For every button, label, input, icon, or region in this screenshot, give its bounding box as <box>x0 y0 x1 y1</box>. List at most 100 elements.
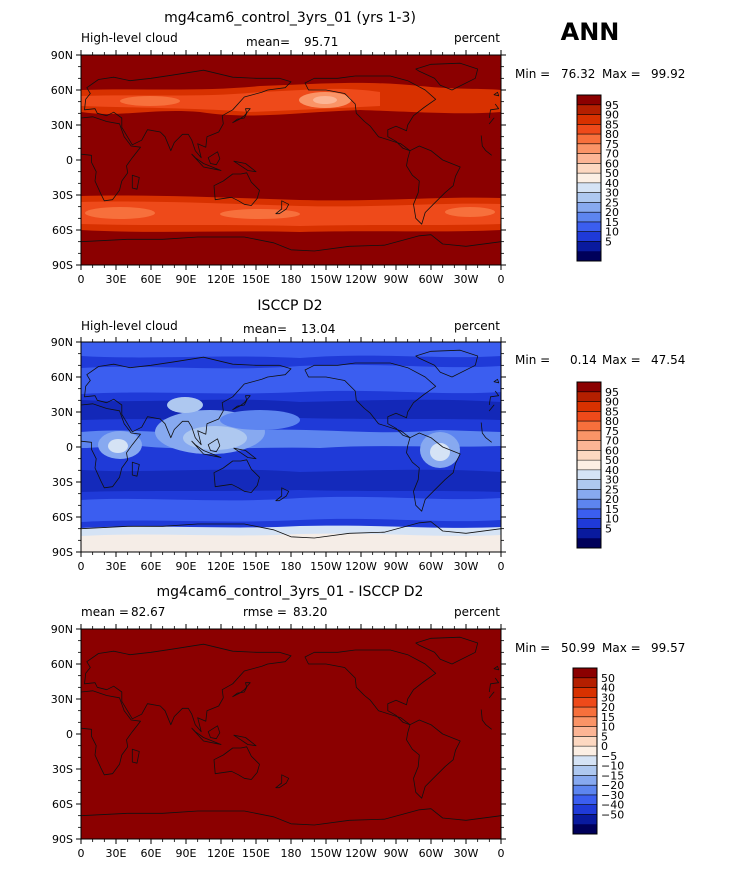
x-tick-label: 150E <box>242 847 270 860</box>
colorbar-label: 85 <box>605 405 619 418</box>
y-tick-label: 90S <box>52 546 73 559</box>
colorbar-swatch <box>573 716 597 727</box>
colorbar-label: 95 <box>605 386 619 399</box>
coastline-africa <box>80 116 495 202</box>
x-tick-label: 120E <box>207 273 235 286</box>
colorbar-swatch <box>577 528 601 539</box>
colorbar-label: 80 <box>605 128 619 141</box>
x-tick-label: 180 <box>281 847 302 860</box>
y-tick-label: 30N <box>51 406 73 419</box>
colorbar-label: −15 <box>601 769 624 782</box>
panel-1-min-label: Min = <box>515 67 550 81</box>
colorbar-label: −20 <box>601 779 624 792</box>
x-tick-label: 60W <box>419 560 444 573</box>
y-tick-label: 90S <box>52 259 73 272</box>
y-tick-label: 60S <box>52 798 73 811</box>
coastline-eurasia <box>84 356 500 446</box>
colorbar-label: 10 <box>605 513 619 526</box>
panel-3-units: percent <box>454 605 500 619</box>
panel-1-map <box>80 54 502 266</box>
colorbar-swatch <box>573 668 597 679</box>
colorbar-swatch <box>573 775 597 786</box>
x-tick-label: 30E <box>106 847 127 860</box>
coastline-new-zealand <box>275 487 290 502</box>
colorbar-label: −50 <box>601 808 624 821</box>
colorbar-label: −30 <box>601 789 624 802</box>
panel-3-mean-value: 82.67 <box>131 605 165 619</box>
coastline-indonesia <box>191 727 222 745</box>
x-tick-label: 90E <box>176 847 197 860</box>
panel-2-mean-label: mean= <box>243 322 287 336</box>
colorbar-swatch <box>577 124 601 135</box>
coastline-australia <box>213 172 260 206</box>
panel-3-min-value: 50.99 <box>561 641 595 655</box>
panel-1-left-label: High-level cloud <box>81 31 178 45</box>
coastline-indonesia <box>191 153 222 171</box>
colorbar-swatch <box>573 814 597 825</box>
x-tick-label: 60W <box>419 847 444 860</box>
coastline-south-america <box>406 145 461 225</box>
season-label: ANN <box>561 18 620 46</box>
x-tick-label: 60E <box>141 560 162 573</box>
colorbar-label: 20 <box>605 206 619 219</box>
x-tick-label: 120E <box>207 560 235 573</box>
y-tick-label: 90N <box>51 49 73 62</box>
coastline-greenland <box>415 62 479 91</box>
colorbar-label: 0 <box>601 740 608 753</box>
panel-3-map <box>80 628 502 840</box>
coastline-new-guinea <box>233 447 257 460</box>
panel-3-title: mg4cam6_control_3yrs_01 - ISCCP D2 <box>157 584 424 600</box>
x-tick-label: 90W <box>384 560 409 573</box>
y-tick-label: 30S <box>52 476 73 489</box>
panel-1: mg4cam6_control_3yrs_01 (yrs 1-3) High-l… <box>51 10 686 286</box>
x-tick-label: 0 <box>78 560 85 573</box>
panel-1-max-value: 99.92 <box>651 67 685 81</box>
panel-2-left-label: High-level cloud <box>81 319 178 333</box>
y-tick-label: 90S <box>52 833 73 846</box>
x-tick-label: 150E <box>242 560 270 573</box>
coastline-south-america <box>406 432 461 512</box>
y-tick-label: 90N <box>51 623 73 636</box>
colorbar-label: 75 <box>605 425 619 438</box>
y-tick-label: 0 <box>66 441 73 454</box>
panel-1-y-ticks: 90N 60N 30N 0 30S 60S 90S <box>51 49 506 272</box>
colorbar-swatch <box>577 95 601 106</box>
colorbar-swatch <box>577 411 601 422</box>
colorbar-label: 25 <box>605 196 619 209</box>
colorbar-label: −5 <box>601 750 617 763</box>
panel-2-min-value: 0.14 <box>570 353 597 367</box>
panel-2-x-ticks: 0 30E 60E 90E 120E 150E 180 150W 120W 90W 60W 30W 0 <box>78 337 505 573</box>
x-tick-label: 180 <box>281 560 302 573</box>
colorbar-label: 70 <box>605 148 619 161</box>
colorbar-label: 30 <box>601 691 615 704</box>
coastline-australia <box>213 459 260 493</box>
coastline-antarctica <box>80 234 502 252</box>
colorbar-swatch <box>577 212 601 223</box>
colorbar-swatch <box>573 697 597 708</box>
colorbar-swatch <box>577 153 601 164</box>
x-tick-label: 180 <box>281 273 302 286</box>
colorbar-swatch <box>573 707 597 718</box>
colorbar-swatch <box>577 202 601 213</box>
colorbar-swatch <box>577 134 601 145</box>
y-tick-label: 30S <box>52 189 73 202</box>
panel-2-coastlines <box>80 349 502 539</box>
panel-2-units: percent <box>454 319 500 333</box>
coastline-japan <box>232 108 251 124</box>
colorbar-swatch <box>577 508 601 520</box>
coastline-madagascar <box>131 461 140 477</box>
x-tick-label: 150W <box>310 273 342 286</box>
colorbar-swatch <box>577 460 601 471</box>
coastline-eurasia <box>84 69 500 159</box>
colorbar-swatch <box>577 192 601 203</box>
x-tick-label: 0 <box>78 847 85 860</box>
colorbar-label: 50 <box>601 672 615 685</box>
colorbar-swatch <box>577 251 601 262</box>
colorbar-swatch <box>573 804 597 815</box>
coastline-borneo <box>207 151 221 166</box>
colorbar-label: 75 <box>605 138 619 151</box>
coastline-africa <box>80 403 495 489</box>
colorbar-swatch <box>577 231 601 242</box>
coastline-north-america <box>304 362 437 439</box>
